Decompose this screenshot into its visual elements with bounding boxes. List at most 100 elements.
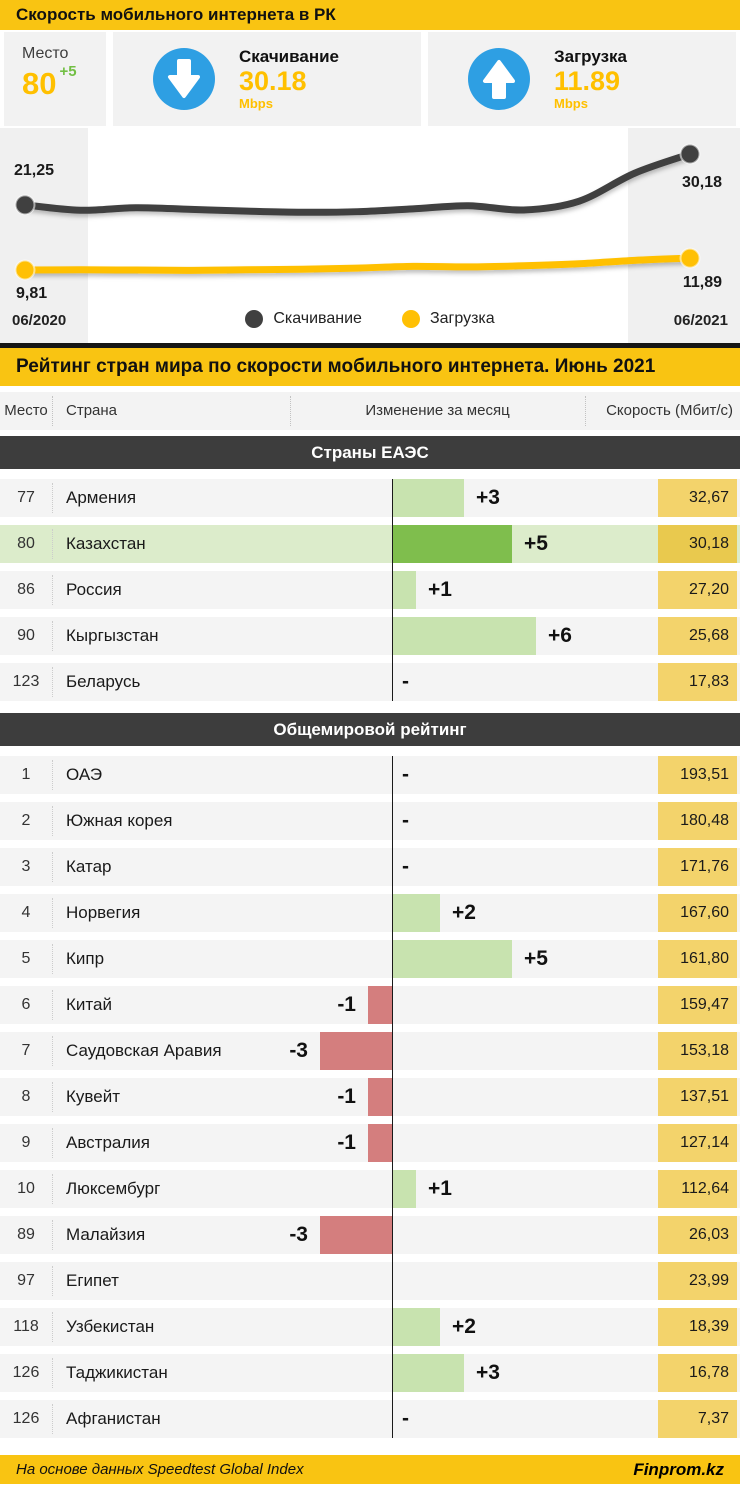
change-bar bbox=[320, 1032, 392, 1070]
table-row: 1 ОАЭ - 193,51 bbox=[0, 756, 740, 794]
download-legend-dot-icon bbox=[245, 310, 264, 328]
cell-place: 6 bbox=[21, 996, 31, 1013]
cell-country: Китай bbox=[66, 995, 112, 1014]
chart-canvas bbox=[14, 143, 701, 281]
line-upload bbox=[21, 254, 694, 274]
upload-label: Загрузка bbox=[554, 47, 627, 66]
cell-speed: 167,60 bbox=[658, 894, 737, 932]
cell-country: Катар bbox=[66, 857, 112, 876]
cell-place: 126 bbox=[12, 1364, 40, 1381]
cell-speed: 7,37 bbox=[658, 1400, 737, 1438]
cell-place: 118 bbox=[13, 1318, 39, 1335]
x-axis-end-label: 06/2021 bbox=[673, 312, 728, 329]
cell-place: 7 bbox=[21, 1042, 31, 1059]
place-label: Место bbox=[22, 45, 69, 62]
cell-place: 77 bbox=[17, 489, 35, 506]
cell-place: 9 bbox=[21, 1134, 31, 1151]
upload-end-dot bbox=[679, 247, 701, 269]
section-rows: 77 Армения +3 32,67 80 Казахстан +5 30,18 86 Росс… bbox=[0, 479, 740, 701]
table-row: 123 Беларусь - 17,83 bbox=[0, 663, 740, 701]
cell-country: Афганистан bbox=[66, 1409, 161, 1428]
column-header-country: Страна bbox=[66, 402, 118, 419]
change-value: - bbox=[402, 1407, 409, 1430]
table-row: 10 Люксембург +1 112,64 bbox=[0, 1170, 740, 1208]
table-row: 90 Кыргызстан +6 25,68 bbox=[0, 617, 740, 655]
arrow-down-glyph bbox=[168, 59, 200, 98]
change-value: +6 bbox=[548, 624, 572, 647]
column-header-change: Изменение за месяц bbox=[365, 402, 510, 419]
table-row: 89 Малайзия -3 26,03 bbox=[0, 1216, 740, 1254]
cell-speed: 18,39 bbox=[658, 1308, 737, 1346]
change-bar bbox=[392, 894, 440, 932]
upload-start-dot bbox=[14, 259, 36, 281]
cell-country: Кипр bbox=[66, 949, 105, 968]
legend-download-label: Скачивание bbox=[273, 310, 362, 327]
legend-upload-label: Загрузка bbox=[429, 310, 495, 327]
divider bbox=[0, 343, 740, 348]
cell-speed: 161,80 bbox=[658, 940, 737, 978]
download-end-dot bbox=[679, 143, 701, 165]
change-bar bbox=[392, 479, 464, 517]
download-start-label: 21,25 bbox=[14, 162, 55, 179]
column-separator bbox=[290, 396, 291, 426]
change-bar bbox=[392, 1308, 440, 1346]
cell-place: 80 bbox=[17, 535, 35, 552]
table-row: 126 Афганистан - 7,37 bbox=[0, 1400, 740, 1438]
line-download bbox=[21, 150, 694, 216]
download-card: Скачивание 30.18 Mbps bbox=[113, 32, 421, 126]
table-row: 118 Узбекистан +2 18,39 bbox=[0, 1308, 740, 1346]
change-value: +2 bbox=[452, 1315, 476, 1338]
change-bar bbox=[392, 617, 536, 655]
table-row: 9 Австралия -1 127,14 bbox=[0, 1124, 740, 1162]
change-bar bbox=[392, 940, 512, 978]
change-bar bbox=[320, 1216, 392, 1254]
table-row: 7 Саудовская Аравия -3 153,18 bbox=[0, 1032, 740, 1070]
table-row: 80 Казахстан +5 30,18 bbox=[0, 525, 740, 563]
cell-place: 8 bbox=[21, 1088, 31, 1105]
cell-place: 2 bbox=[21, 812, 31, 829]
change-value: -1 bbox=[337, 1085, 356, 1108]
cell-speed: 26,03 bbox=[658, 1216, 737, 1254]
x-axis-start-label: 06/2020 bbox=[12, 312, 67, 329]
cell-place: 4 bbox=[21, 904, 31, 921]
column-separator bbox=[52, 396, 53, 426]
cell-speed: 193,51 bbox=[658, 756, 737, 794]
place-delta: +5 bbox=[59, 63, 77, 80]
cell-speed: 112,64 bbox=[658, 1170, 737, 1208]
chart-right-band bbox=[628, 128, 740, 343]
upload-value: 11.89 bbox=[554, 66, 621, 96]
cell-country: Узбекистан bbox=[66, 1317, 155, 1336]
column-header-place: Место bbox=[4, 402, 48, 419]
cell-country: Армения bbox=[66, 488, 137, 507]
cell-country: Малайзия bbox=[66, 1225, 146, 1244]
cell-country: Южная корея bbox=[66, 811, 173, 830]
cell-speed: 30,18 bbox=[658, 525, 737, 563]
place-card: Место 80 +5 bbox=[4, 32, 106, 126]
speed-trend-chart: 21,25 30,18 9,81 11,89 06/2020 06/2021 С… bbox=[0, 128, 740, 343]
change-bar bbox=[368, 1078, 392, 1116]
cell-place: 1 bbox=[21, 766, 31, 783]
cell-country: Казахстан bbox=[66, 534, 146, 553]
download-start-dot bbox=[14, 194, 36, 216]
cell-country: ОАЭ bbox=[66, 765, 103, 784]
arrow-up-circle-icon bbox=[468, 48, 530, 110]
cell-place: 90 bbox=[17, 627, 35, 644]
upload-legend-dot-icon bbox=[401, 310, 420, 328]
change-bar bbox=[392, 525, 512, 563]
change-value: +1 bbox=[428, 1177, 452, 1200]
download-end-label: 30,18 bbox=[681, 174, 722, 191]
upload-start-label: 9,81 bbox=[16, 285, 48, 302]
cell-country: Саудовская Аравия bbox=[66, 1041, 222, 1060]
change-value: +5 bbox=[524, 532, 548, 555]
table-header: Место Страна Изменение за месяц Скорость… bbox=[0, 392, 740, 430]
stats-panel: Место 80 +5 Скачивание 30.18 Mbps Загрузк… bbox=[0, 30, 740, 126]
change-bar bbox=[368, 1124, 392, 1162]
column-header-speed: Скорость (Мбит/с) bbox=[606, 402, 733, 419]
cell-speed: 153,18 bbox=[658, 1032, 737, 1070]
cell-country: Кувейт bbox=[66, 1087, 120, 1106]
cell-country: Кыргызстан bbox=[66, 626, 159, 645]
chart-legend: Скачивание Загрузка bbox=[0, 310, 740, 328]
place-value: 80 bbox=[22, 66, 57, 101]
cell-place: 10 bbox=[17, 1180, 35, 1197]
data-source-note: На основе данных Speedtest Global Index bbox=[16, 1461, 304, 1478]
